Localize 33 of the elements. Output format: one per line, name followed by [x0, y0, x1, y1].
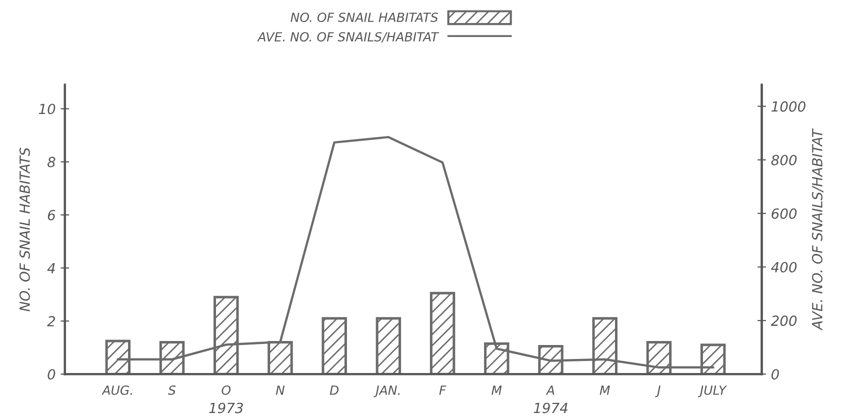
- y2-tick-label: 600: [772, 208, 797, 219]
- y-tick-label: 2: [47, 316, 56, 326]
- x-tick-label: F: [439, 386, 446, 395]
- x-tick-label: AUG.: [102, 385, 132, 395]
- x-tick-label: N: [276, 386, 285, 395]
- y-axis-title: NO. OF SNAIL HABITATS: [19, 148, 30, 312]
- legend-label: AVE. NO. OF SNAILS/HABITAT: [257, 32, 440, 43]
- y-tick-label: 4: [47, 263, 55, 274]
- y2-tick-label: 0: [771, 369, 779, 380]
- x-tick-label: J: [655, 386, 660, 398]
- bar: [376, 317, 402, 374]
- y2-tick-label: 400: [771, 262, 797, 272]
- legend-label: NO. OF SNAIL HABITATS: [290, 12, 438, 22]
- y2-tick-label: 200: [770, 316, 797, 326]
- y-tick-label: 8: [48, 156, 56, 168]
- x-tick-label: O: [222, 385, 231, 395]
- x-tick-label: JULY: [698, 386, 727, 398]
- y2-axis-title: AVE. NO. OF SNAILS/HABITAT: [812, 128, 824, 331]
- y-tick-label: 0: [48, 369, 56, 380]
- y2-tick-label: 1000: [771, 101, 806, 112]
- bar: [430, 292, 456, 374]
- text: 1973: [209, 402, 243, 414]
- x-tick-label: A: [546, 386, 554, 395]
- bar: [322, 317, 347, 374]
- y-tick-label: 6: [48, 210, 56, 220]
- x-tick-label: M: [600, 386, 610, 395]
- y2-tick-label: 800: [771, 154, 797, 166]
- x-tick-label: JAN.: [374, 386, 400, 398]
- x-tick-label: S: [168, 385, 176, 395]
- x-tick-label: D: [330, 386, 339, 395]
- y-tick-label: 10: [38, 104, 56, 114]
- x-tick-label: M: [492, 386, 502, 395]
- text: 1974: [534, 402, 568, 414]
